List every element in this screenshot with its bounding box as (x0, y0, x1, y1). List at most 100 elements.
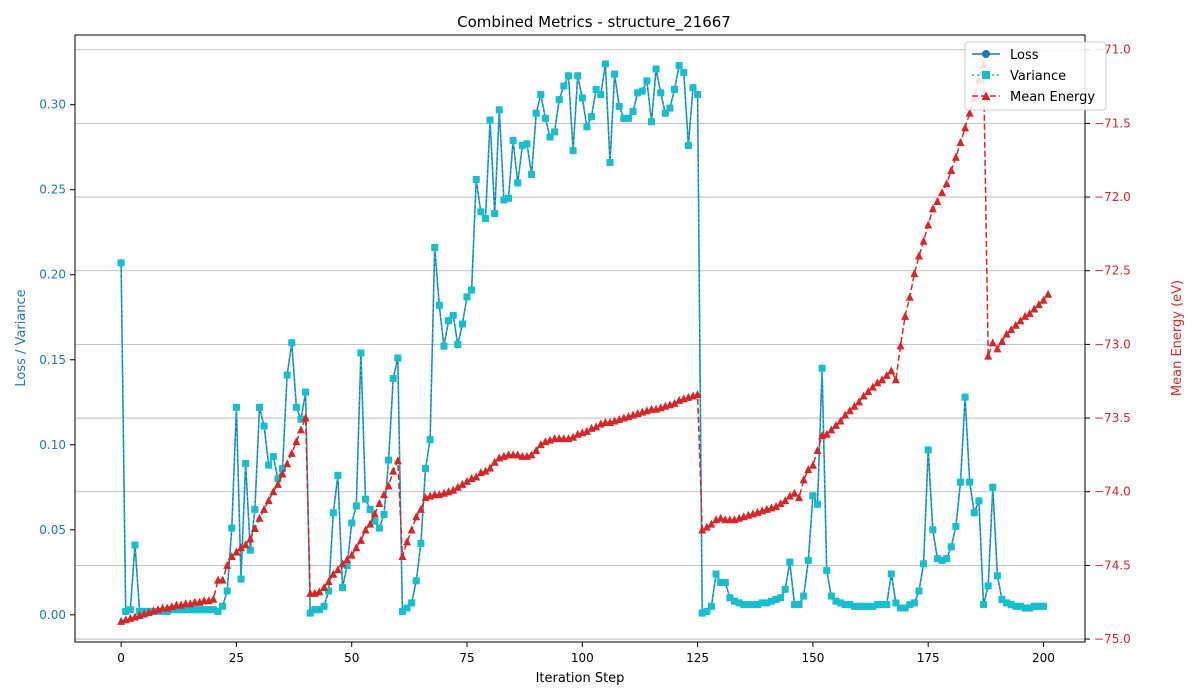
point-variance (933, 555, 941, 563)
point-variance (703, 607, 711, 615)
point-variance (408, 599, 416, 607)
point-mean-energy (407, 525, 416, 534)
point-variance (984, 582, 992, 590)
point-variance (232, 403, 240, 411)
point-variance (463, 293, 471, 301)
point-variance (500, 196, 508, 204)
point-variance (975, 497, 983, 505)
point-variance (246, 546, 254, 554)
point-mean-energy (781, 496, 790, 505)
point-variance (1026, 604, 1034, 612)
point-variance (795, 601, 803, 609)
point-variance (306, 609, 314, 617)
legend: Loss Variance Mean Energy (964, 41, 1107, 111)
point-variance (491, 210, 499, 218)
point-variance (357, 349, 365, 357)
point-mean-energy (301, 413, 310, 422)
point-variance (956, 478, 964, 486)
point-mean-energy (988, 338, 997, 347)
point-variance (117, 259, 125, 267)
point-mean-energy (984, 351, 993, 360)
point-mean-energy (891, 375, 900, 384)
point-variance (426, 436, 434, 444)
point-variance (827, 592, 835, 600)
point-mean-energy (347, 550, 356, 559)
point-variance (938, 556, 946, 564)
point-variance (980, 601, 988, 609)
point-variance (477, 208, 485, 216)
point-mean-energy (1034, 300, 1043, 309)
point-variance (800, 592, 808, 600)
point-mean-energy (287, 448, 296, 457)
point-mean-energy (707, 519, 716, 528)
point-mean-energy (716, 513, 725, 522)
point-mean-energy (873, 378, 882, 387)
point-variance (878, 601, 886, 609)
point-mean-energy (463, 476, 472, 485)
point-variance (689, 84, 697, 92)
point-variance (546, 133, 554, 141)
legend-entry-mean-energy: Mean Energy (972, 90, 1095, 105)
point-variance (251, 505, 259, 513)
point-mean-energy (209, 594, 218, 603)
point-variance (182, 606, 190, 614)
point-mean-energy (887, 366, 896, 375)
point-mean-energy (292, 437, 301, 446)
point-mean-energy (702, 522, 711, 531)
point-variance (864, 602, 872, 610)
point-mean-energy (1007, 325, 1016, 334)
point-variance (943, 555, 951, 563)
point-variance (758, 599, 766, 607)
x-tick-label: 75 (459, 651, 474, 665)
point-mean-energy (273, 479, 282, 488)
x-tick-label: 200 (1032, 651, 1055, 665)
point-mean-energy (855, 397, 864, 406)
point-mean-energy (670, 398, 679, 407)
point-mean-energy (241, 540, 250, 549)
point-variance (698, 609, 706, 617)
point-variance (947, 543, 955, 551)
point-mean-energy (822, 429, 831, 438)
point-mean-energy (343, 554, 352, 563)
point-variance (274, 475, 282, 483)
point-mean-energy (772, 501, 781, 510)
point-mean-energy (905, 292, 914, 301)
point-variance (823, 567, 831, 575)
point-variance (440, 342, 448, 350)
point-variance (855, 602, 863, 610)
point-mean-energy (942, 179, 951, 188)
point-variance (564, 72, 572, 80)
point-mean-energy (938, 188, 947, 197)
chart-title: Combined Metrics - structure_21667 (457, 13, 731, 32)
point-mean-energy (264, 496, 273, 505)
point-variance (906, 601, 914, 609)
point-variance (389, 374, 397, 382)
point-variance (126, 606, 134, 614)
point-variance (735, 599, 743, 607)
point-variance (620, 114, 628, 122)
point-mean-energy (790, 488, 799, 497)
point-mean-energy (246, 534, 255, 543)
point-mean-energy (232, 547, 241, 556)
x-axis-label: Iteration Step (536, 671, 625, 686)
point-variance (283, 371, 291, 379)
point-variance (873, 601, 881, 609)
y-left-tick-label: 0.20 (39, 268, 66, 282)
point-variance (818, 364, 826, 372)
x-tick-label: 0 (117, 651, 125, 665)
point-variance (380, 510, 388, 518)
y-axis-left: 0.00 0.05 0.10 0.15 0.20 0.25 0.30 (39, 98, 75, 622)
point-variance (970, 509, 978, 517)
point-mean-energy (1021, 311, 1030, 320)
point-variance (597, 91, 605, 99)
point-variance (717, 578, 725, 586)
point-mean-energy (375, 499, 384, 508)
point-mean-energy (997, 336, 1006, 345)
point-variance (601, 60, 609, 68)
point-mean-energy (910, 269, 919, 278)
point-variance (292, 403, 300, 411)
grid (75, 49, 1085, 640)
point-variance (209, 606, 217, 614)
point-mean-energy (878, 375, 887, 384)
x-tick-label: 125 (686, 651, 709, 665)
